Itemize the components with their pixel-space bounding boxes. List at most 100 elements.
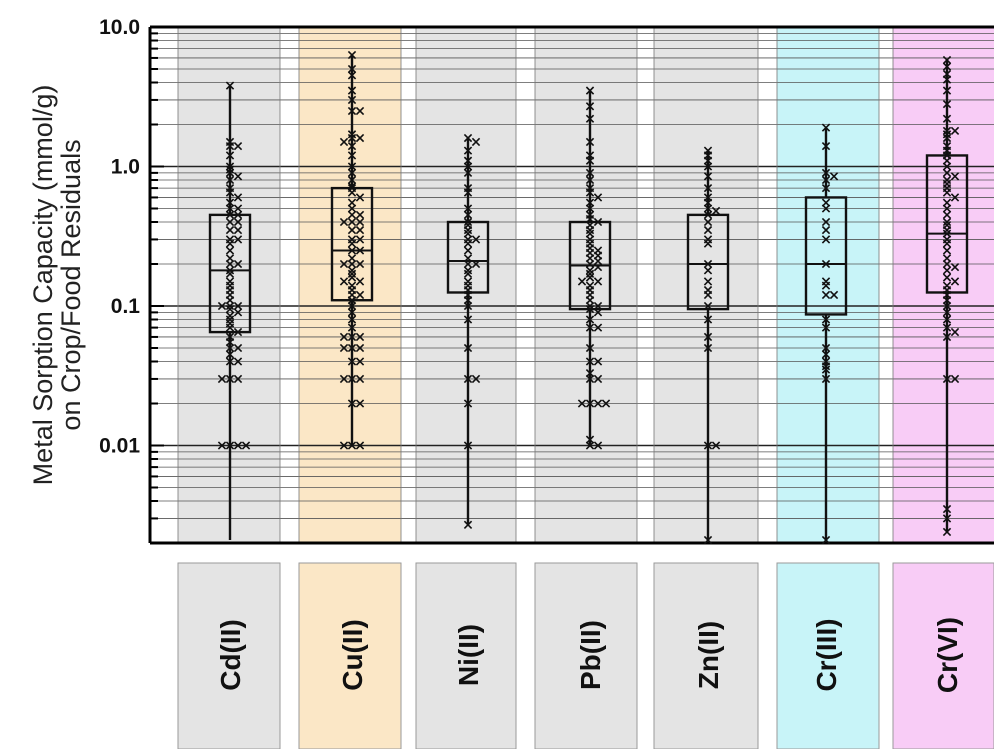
data-point: [942, 266, 952, 275]
data-point-stroke: [950, 172, 960, 181]
data-point-stroke: [355, 210, 365, 220]
label-band-cr-iii: [776, 562, 880, 749]
data-point-stroke: [703, 162, 713, 171]
data-point-stroke: [821, 175, 831, 185]
data-point: [355, 259, 365, 269]
data-point: [225, 304, 235, 314]
data-point-stroke: [339, 277, 349, 286]
data-point-stroke: [942, 266, 952, 275]
data-point-stroke: [225, 246, 235, 255]
data-point: [585, 204, 595, 213]
data-point: [585, 137, 595, 147]
data-point: [347, 106, 357, 116]
data-point: [593, 217, 603, 227]
data-point-stroke: [821, 141, 831, 151]
data-point-stroke: [585, 441, 595, 450]
data-point-stroke: [942, 246, 952, 255]
data-point: [821, 183, 831, 193]
data-point-stroke: [703, 535, 713, 545]
data-point-stroke: [355, 343, 365, 353]
data-point: [471, 374, 481, 384]
data-point-stroke: [463, 246, 473, 255]
data-point-stroke: [593, 441, 603, 450]
data-point: [703, 183, 713, 193]
data-point-stroke: [347, 210, 357, 220]
data-point-stroke: [711, 441, 721, 450]
data-point-stroke: [225, 151, 235, 160]
data-point-stroke: [463, 162, 473, 171]
box-pb-ii: [568, 86, 612, 450]
band-zn-ii: [654, 27, 758, 543]
data-point-stroke: [821, 183, 831, 193]
data-point-stroke: [463, 188, 473, 197]
data-point: [942, 75, 952, 84]
data-point: [821, 315, 831, 324]
data-point-stroke: [703, 210, 713, 220]
data-point-stroke: [821, 323, 831, 332]
data-point: [585, 315, 595, 324]
data-point-stroke: [463, 520, 473, 529]
data-point: [347, 323, 357, 332]
data-point-stroke: [942, 259, 952, 269]
data-point-stroke: [463, 399, 473, 408]
data-point: [950, 172, 960, 181]
data-point: [339, 441, 349, 450]
data-point: [463, 269, 473, 279]
data-point: [355, 357, 365, 366]
data-point-stroke: [347, 106, 357, 116]
data-point-stroke: [347, 204, 357, 213]
data-point-stroke: [942, 217, 952, 227]
data-point: [463, 188, 473, 197]
data-point: [585, 301, 595, 311]
data-point: [821, 141, 831, 151]
data-point: [942, 162, 952, 171]
data-point-stroke: [463, 210, 473, 220]
data-point: [703, 266, 713, 275]
data-point: [942, 273, 952, 282]
data-point-stroke: [703, 343, 713, 353]
band-cr-iii: [777, 27, 879, 543]
data-point: [942, 126, 952, 136]
data-point-stroke: [347, 151, 357, 160]
data-point-stroke: [821, 123, 831, 132]
data-point: [347, 168, 357, 178]
data-point: [233, 193, 243, 202]
data-point-stroke: [347, 175, 357, 185]
data-point: [471, 259, 481, 269]
data-point-stroke: [593, 357, 603, 366]
data-point-stroke: [347, 399, 357, 408]
data-point-stroke: [355, 399, 365, 408]
data-point: [585, 168, 595, 178]
data-point-stroke: [347, 188, 357, 197]
data-point-stroke: [347, 273, 357, 282]
data-point: [942, 315, 952, 324]
data-point-stroke: [225, 239, 235, 248]
data-point: [233, 343, 243, 353]
data-point-stroke: [233, 235, 243, 244]
data-point-stroke: [347, 374, 357, 384]
data-point: [585, 343, 595, 353]
data-point: [225, 357, 235, 366]
data-point: [355, 225, 365, 235]
data-point: [355, 399, 365, 408]
data-point-stroke: [347, 301, 357, 311]
data-point: [942, 188, 952, 197]
data-point-stroke: [703, 259, 713, 269]
data-point: [950, 193, 960, 202]
data-point: [463, 225, 473, 235]
data-point: [233, 327, 243, 337]
data-point: [821, 374, 831, 384]
data-point: [585, 156, 595, 165]
data-point: [585, 374, 595, 384]
data-point: [225, 217, 235, 227]
data-point-stroke: [225, 175, 235, 185]
data-point-stroke: [225, 269, 235, 279]
data-point-stroke: [225, 225, 235, 235]
data-point-stroke: [217, 374, 227, 384]
data-point: [585, 273, 595, 282]
data-point-stroke: [463, 168, 473, 178]
data-point: [942, 527, 952, 537]
data-point: [355, 210, 365, 220]
data-point: [585, 304, 595, 314]
data-point: [355, 246, 365, 255]
